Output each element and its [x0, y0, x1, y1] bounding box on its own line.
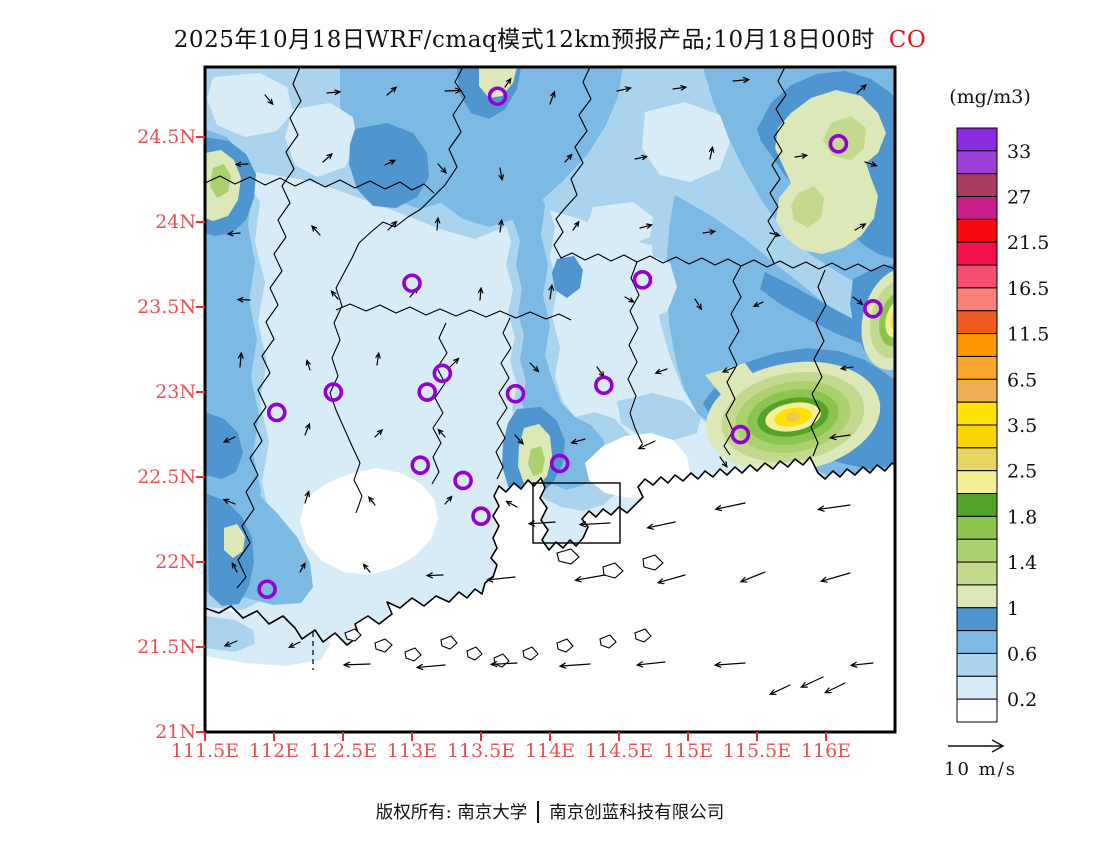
- colorbar-legend: 33 27 21.5 16.5 11.5 6.5 3.5 2.5 1.8 1.4 1 0.6 0.2: [956, 127, 1049, 723]
- copyright-owner: 版权所有: 南京大学: [375, 803, 528, 823]
- svg-text:1.8: 1.8: [1007, 506, 1037, 528]
- colorbar-unit-label: (mg/m3): [949, 86, 1031, 108]
- copyright-company: 南京创蓝科技有限公司: [549, 803, 725, 823]
- page-title: 2025年10月18日WRF/cmaq模式12km预报产品;10月18日00时 C…: [0, 20, 1100, 54]
- lon-tick-label: 111.5E: [170, 740, 240, 762]
- lon-tick-label: 112.5E: [308, 740, 378, 762]
- wind-reference-arrow-icon: [948, 739, 1005, 753]
- lat-tick-label: 23.5N: [137, 296, 196, 319]
- svg-text:2.5: 2.5: [1007, 461, 1037, 483]
- wind-scale-label: 10 m/s: [944, 759, 1017, 780]
- wind-scale-legend: 10 m/s: [940, 731, 1050, 791]
- svg-text:6.5: 6.5: [1007, 369, 1037, 391]
- lat-tick-label: 24N: [155, 211, 196, 234]
- svg-text:11.5: 11.5: [1007, 324, 1049, 346]
- lon-tick-label: 115E: [662, 740, 714, 762]
- svg-text:1: 1: [1007, 598, 1019, 620]
- lon-tick-label: 113E: [386, 740, 438, 762]
- svg-text:33: 33: [1007, 141, 1031, 163]
- forecast-map: [196, 65, 897, 741]
- lat-tick-label: 21N: [155, 721, 196, 744]
- svg-text:1.4: 1.4: [1007, 552, 1037, 574]
- lon-tick-label: 114.5E: [584, 740, 654, 762]
- lat-tick-label: 24.5N: [137, 126, 196, 149]
- svg-text:3.5: 3.5: [1007, 415, 1037, 437]
- svg-text:0.6: 0.6: [1007, 643, 1037, 665]
- lon-tick-label: 113.5E: [446, 740, 516, 762]
- lon-tick-label: 112E: [248, 740, 300, 762]
- svg-text:0.2: 0.2: [1007, 689, 1037, 711]
- footer-divider: [537, 801, 540, 823]
- lat-tick-label: 22N: [155, 551, 196, 574]
- lat-tick-label: 23N: [155, 381, 196, 404]
- species-label: CO: [888, 27, 927, 53]
- title-text: 2025年10月18日WRF/cmaq模式12km预报产品;10月18日00时: [173, 27, 875, 53]
- lon-tick-label: 116E: [800, 740, 852, 762]
- lon-tick-label: 115.5E: [722, 740, 792, 762]
- svg-text:16.5: 16.5: [1007, 278, 1049, 300]
- svg-text:27: 27: [1007, 187, 1031, 209]
- lon-tick-label: 114E: [524, 740, 576, 762]
- lat-tick-label: 22.5N: [137, 466, 196, 489]
- lat-tick-label: 21.5N: [137, 636, 196, 659]
- copyright-footer: 版权所有: 南京大学 南京创蓝科技有限公司: [0, 799, 1100, 824]
- svg-text:21.5: 21.5: [1007, 232, 1049, 254]
